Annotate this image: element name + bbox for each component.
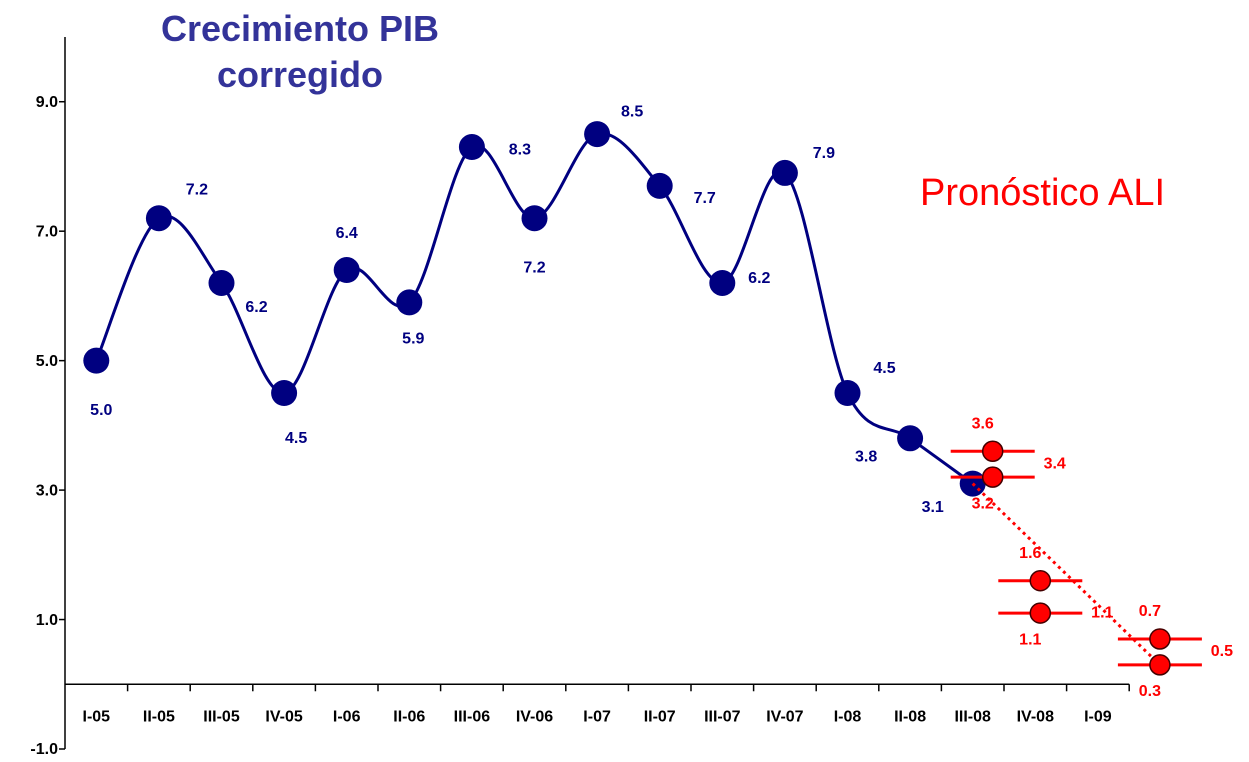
data-point bbox=[396, 289, 423, 316]
data-label: 4.5 bbox=[873, 360, 895, 377]
data-point bbox=[83, 347, 110, 374]
data-label: 4.5 bbox=[285, 430, 307, 447]
data-point bbox=[584, 121, 611, 148]
data-label: 3.1 bbox=[922, 499, 944, 516]
data-point bbox=[145, 205, 172, 232]
data-label: 6.4 bbox=[336, 225, 358, 242]
forecast-label: Pronóstico ALI bbox=[920, 172, 1166, 214]
x-tick-label: I-08 bbox=[834, 708, 862, 725]
forecast-trend bbox=[971, 482, 1161, 666]
x-tick-label: I-06 bbox=[333, 708, 361, 725]
forecast-label: 3.2 bbox=[972, 495, 994, 512]
y-tick-label: 9.0 bbox=[36, 94, 58, 111]
data-point bbox=[458, 134, 485, 161]
data-label: 6.2 bbox=[245, 299, 267, 316]
x-tick-label: II-08 bbox=[894, 708, 926, 725]
data-label: 7.2 bbox=[523, 259, 545, 276]
forecast-mid-label: 0.5 bbox=[1211, 643, 1233, 660]
forecast-point bbox=[1149, 654, 1171, 676]
data-label: 7.9 bbox=[813, 145, 835, 162]
series-line bbox=[94, 132, 974, 485]
data-point bbox=[521, 205, 548, 232]
data-label: 8.5 bbox=[621, 103, 643, 120]
data-point bbox=[771, 159, 798, 186]
data-label: 3.8 bbox=[855, 449, 877, 466]
chart-title: Crecimiento PIB corregido bbox=[160, 8, 440, 95]
data-label: 7.7 bbox=[694, 190, 716, 207]
data-point bbox=[709, 269, 736, 296]
x-tick-label: I-09 bbox=[1084, 708, 1112, 725]
data-label: 6.2 bbox=[748, 270, 770, 287]
x-tick-label: IV-07 bbox=[766, 708, 803, 725]
forecast-label: 3.6 bbox=[972, 415, 994, 432]
y-tick-label: -1.0 bbox=[30, 741, 58, 758]
data-point bbox=[834, 380, 861, 406]
data-label: 8.3 bbox=[509, 141, 531, 158]
x-tick-label: III-07 bbox=[704, 708, 741, 725]
y-tick-label: 3.0 bbox=[36, 482, 58, 499]
data-point bbox=[333, 257, 360, 284]
x-tick-label: IV-08 bbox=[1017, 708, 1054, 725]
forecast-label: 0.7 bbox=[1139, 603, 1161, 620]
x-tick-label: II-05 bbox=[143, 708, 175, 725]
forecast-point bbox=[981, 440, 1004, 463]
y-tick-label: 1.0 bbox=[36, 612, 58, 629]
x-tick-label: I-07 bbox=[583, 708, 611, 725]
forecast-point bbox=[981, 466, 1004, 488]
data-label: 5.0 bbox=[90, 402, 112, 419]
data-point bbox=[271, 380, 298, 406]
data-point bbox=[897, 425, 924, 452]
forecast-mid-label: 1.1 bbox=[1091, 604, 1113, 621]
y-tick-label: 5.0 bbox=[36, 353, 58, 370]
data-label: 7.2 bbox=[186, 181, 208, 198]
y-tick-label: 7.0 bbox=[36, 223, 58, 240]
forecast-point bbox=[1029, 569, 1052, 592]
forecast-point bbox=[1029, 602, 1052, 624]
x-tick-label: I-05 bbox=[83, 708, 111, 725]
data-point bbox=[646, 172, 673, 199]
x-tick-label: IV-05 bbox=[265, 708, 302, 725]
x-tick-label: II-06 bbox=[393, 708, 425, 725]
x-tick-label: II-07 bbox=[644, 708, 676, 725]
x-tick-label: IV-06 bbox=[516, 708, 553, 725]
x-tick-label: III-06 bbox=[454, 708, 491, 725]
x-tick-label: III-08 bbox=[954, 708, 991, 725]
forecast-point bbox=[1149, 628, 1171, 650]
data-point bbox=[208, 269, 235, 296]
forecast-mid-label: 3.4 bbox=[1044, 455, 1066, 472]
forecast-label: 0.3 bbox=[1139, 683, 1161, 700]
forecast-label: 1.1 bbox=[1019, 631, 1041, 648]
forecast-label: 1.6 bbox=[1019, 545, 1041, 562]
x-tick-label: III-05 bbox=[203, 708, 240, 725]
data-label: 5.9 bbox=[402, 331, 424, 348]
